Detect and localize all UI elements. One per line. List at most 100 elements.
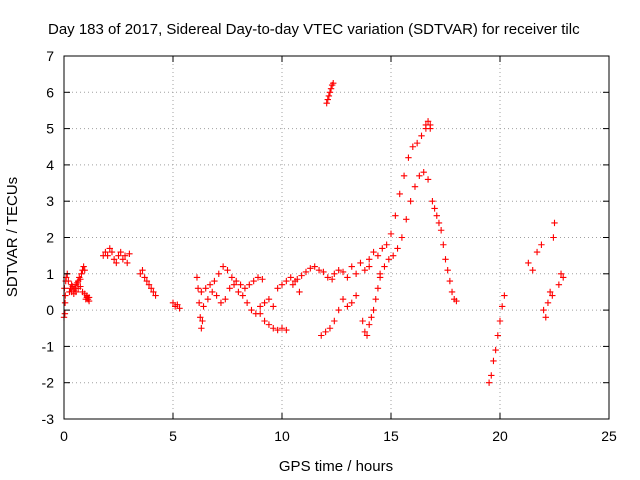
data-point (194, 285, 202, 292)
chart-title: Day 183 of 2017, Sidereal Day-to-day VTE… (48, 21, 580, 38)
data-point (78, 270, 85, 277)
data-point (289, 281, 297, 288)
data-point (501, 292, 508, 299)
data-point (261, 317, 268, 325)
x-axis-label: GPS time / hours (279, 458, 393, 475)
grid (64, 56, 609, 419)
data-point (248, 306, 255, 314)
data-point (152, 292, 159, 299)
data-point (389, 252, 397, 259)
data-point (361, 266, 369, 274)
data-point (139, 266, 146, 274)
data-point (325, 92, 333, 100)
data-point (485, 379, 493, 386)
data-point (551, 219, 558, 227)
data-point (385, 256, 393, 263)
data-point (326, 325, 334, 332)
data-point (557, 270, 565, 277)
data-point (241, 285, 249, 292)
data-point (379, 245, 386, 252)
data-point (344, 303, 351, 310)
x-tick-label: 0 (60, 428, 68, 444)
data-point (411, 183, 419, 190)
data-point (274, 285, 281, 292)
data-point (278, 281, 286, 288)
data-point (357, 259, 364, 267)
data-point (366, 321, 373, 328)
data-point (169, 299, 177, 307)
data-point (278, 325, 286, 332)
data-point (198, 325, 205, 332)
data-point (328, 276, 336, 283)
data-point (330, 80, 337, 87)
data-point (215, 270, 222, 277)
data-point (270, 303, 277, 310)
data-point (204, 296, 212, 303)
data-series (60, 80, 567, 386)
data-point (61, 310, 69, 317)
data-point (453, 297, 460, 305)
data-point (274, 326, 281, 334)
data-point (77, 283, 84, 290)
data-point (533, 248, 541, 256)
data-point (250, 277, 257, 285)
data-point (339, 268, 347, 276)
axis-ticks (63, 55, 610, 420)
data-point (374, 285, 382, 292)
data-point (143, 277, 151, 285)
data-point (538, 241, 545, 248)
data-point (366, 256, 373, 263)
data-point (324, 96, 331, 103)
data-point (209, 288, 216, 296)
data-point (217, 299, 225, 307)
x-tick-label: 20 (492, 428, 508, 444)
data-point (444, 266, 451, 274)
data-point (370, 306, 377, 314)
data-point (235, 288, 242, 296)
data-point (413, 139, 421, 147)
data-point (394, 245, 401, 252)
data-point (320, 268, 327, 276)
data-point (72, 288, 80, 296)
data-point (61, 299, 69, 307)
data-point (307, 265, 314, 272)
data-point (418, 132, 425, 140)
data-point (363, 332, 371, 339)
data-point (222, 296, 229, 303)
data-point (200, 303, 207, 310)
data-point (403, 216, 410, 223)
data-point (326, 89, 334, 96)
data-point (529, 266, 536, 274)
data-point (494, 332, 502, 339)
data-point (121, 252, 129, 259)
data-point (409, 143, 416, 150)
data-point (110, 256, 118, 263)
data-point (361, 328, 369, 336)
data-point (555, 281, 563, 288)
data-point (302, 268, 310, 276)
data-point (226, 285, 233, 292)
data-point (137, 270, 144, 277)
data-point (374, 252, 382, 259)
data-point (446, 277, 454, 285)
data-point (359, 317, 366, 325)
x-tick-label: 5 (169, 428, 177, 444)
data-point (102, 248, 109, 256)
y-tick-label: -2 (42, 375, 55, 391)
data-point (327, 85, 335, 92)
data-point (211, 277, 218, 285)
data-point (228, 274, 236, 281)
data-point (396, 190, 403, 198)
data-point (437, 227, 445, 234)
y-tick-label: 7 (46, 48, 54, 64)
data-point (257, 303, 264, 310)
data-point (119, 256, 127, 263)
data-point (392, 212, 399, 219)
data-point (311, 263, 318, 270)
data-point (331, 317, 338, 325)
data-point (540, 306, 547, 314)
data-point (141, 274, 148, 281)
data-point (206, 281, 214, 288)
data-point (431, 205, 438, 212)
